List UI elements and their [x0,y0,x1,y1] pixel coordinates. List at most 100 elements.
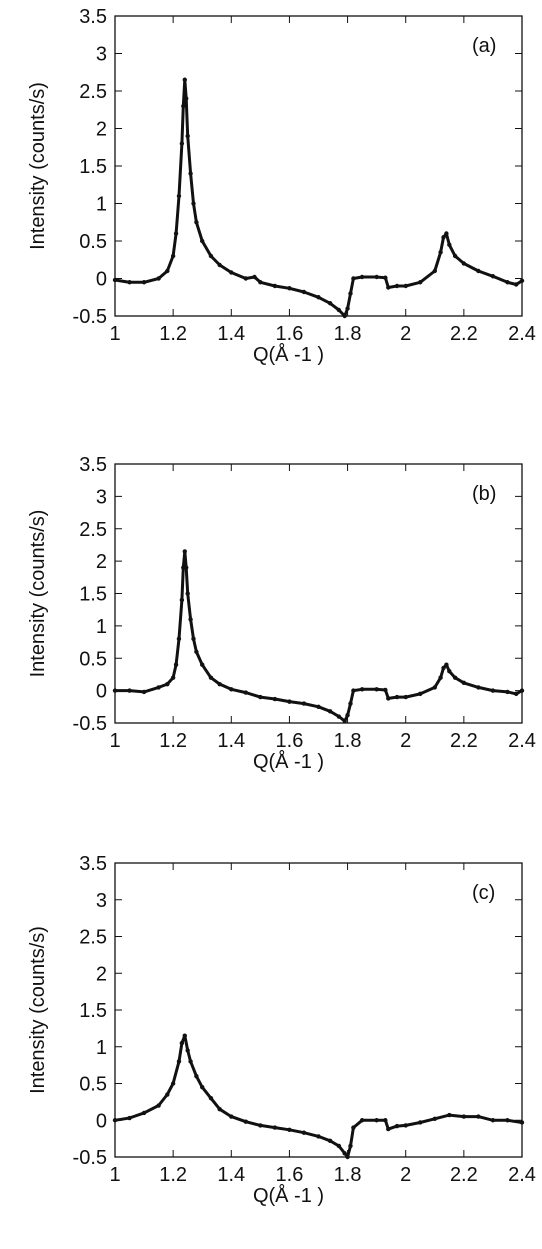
y-tick-label: 0.5 [79,231,107,253]
x-tick-label: 1.6 [276,1164,304,1186]
data-point [188,171,193,176]
data-point [176,1059,182,1064]
data-point [301,289,307,295]
x-axis-label: Q(Å -1 ) [253,343,324,366]
x-tick-label: 1.4 [217,323,245,345]
data-point [208,253,214,259]
data-point [156,276,161,281]
plot-frame [114,15,523,317]
x-tick-label: 2.2 [450,1164,478,1186]
data-point [112,277,118,283]
data-point [342,313,347,319]
x-tick-label: 1 [109,1164,120,1186]
y-tick-label: -0.5 [73,306,107,328]
y-tick-label: 2 [96,551,107,573]
x-tick-label: 2.4 [508,323,536,345]
data-point [348,291,353,296]
y-tick-label: 2.5 [79,81,107,103]
data-point [418,691,423,697]
data-point [179,1040,185,1046]
data-point [327,1138,333,1144]
data-point [461,1114,467,1119]
data-point [176,636,182,642]
data-point [383,687,388,693]
data-point [170,675,176,680]
y-tick-label: 0.5 [79,648,107,670]
x-tick-label: 1 [109,730,120,752]
x-tick-label: 2.2 [450,323,478,345]
data-point [181,103,186,109]
data-point [170,1081,176,1086]
data-point [327,301,333,306]
data-point [200,1084,205,1090]
data-point [418,280,423,285]
y-tick-label: 0 [96,269,107,291]
data-point [188,617,193,622]
data-point [452,253,458,259]
data-point [287,699,292,704]
x-tick-label: 1.6 [276,323,304,345]
y-tick-label: 3.5 [79,454,107,476]
data-point [258,280,263,285]
data-point [476,268,481,274]
x-tick-label: 1.2 [159,323,187,345]
data-point [229,1114,234,1119]
data-point [272,1125,278,1130]
x-tick-label: 1.8 [334,730,362,752]
data-point [229,270,234,275]
data-point [359,274,365,280]
data-point [252,274,257,280]
data-point [490,1118,496,1123]
data-point [173,662,179,667]
data-point [444,231,449,236]
y-tick-label: 1.5 [79,156,107,178]
x-axis-label: Q(Å -1 ) [253,750,324,773]
data-point [191,201,196,206]
data-point [258,694,263,700]
x-tick-label: 1.4 [217,730,245,752]
data-point [182,77,187,82]
data-point [386,1126,391,1132]
data-point [194,649,199,654]
data-point [336,307,342,313]
data-point [127,688,132,693]
data-point [432,268,437,274]
panel-label: (b) [472,483,496,505]
x-tick-label: 2 [400,323,411,345]
data-point [141,280,147,285]
data-point [316,295,321,300]
data-point [194,1073,199,1079]
data-point [301,1130,307,1135]
data-point [403,283,408,289]
data-point [182,549,187,554]
data-point [444,662,449,667]
data-point [403,1123,408,1128]
x-tick-label: 2.2 [450,730,478,752]
data-point [327,709,333,714]
data-point [351,1125,356,1130]
data-point [176,193,182,199]
data-line [115,549,523,723]
data-point [461,261,467,266]
data-point [345,1154,350,1160]
data-point [374,1118,379,1123]
data-point [141,1110,147,1116]
x-axis-label: Q(Å -1 ) [253,1184,324,1207]
data-point [179,597,185,603]
data-point [513,282,519,287]
data-point [316,1134,321,1139]
x-tick-label: 1.2 [159,730,187,752]
data-point [490,688,496,693]
y-tick-label: 1.5 [79,584,107,606]
x-tick-label: 1.2 [159,1164,187,1186]
data-point [191,636,196,642]
data-point [127,1115,132,1121]
data-point [345,306,350,311]
data-point [519,688,525,693]
data-point [316,704,321,710]
data-point [386,696,391,701]
data-point [519,1120,525,1125]
data-point [217,262,222,268]
data-point [184,565,189,570]
y-tick-label: 2.5 [79,927,107,949]
